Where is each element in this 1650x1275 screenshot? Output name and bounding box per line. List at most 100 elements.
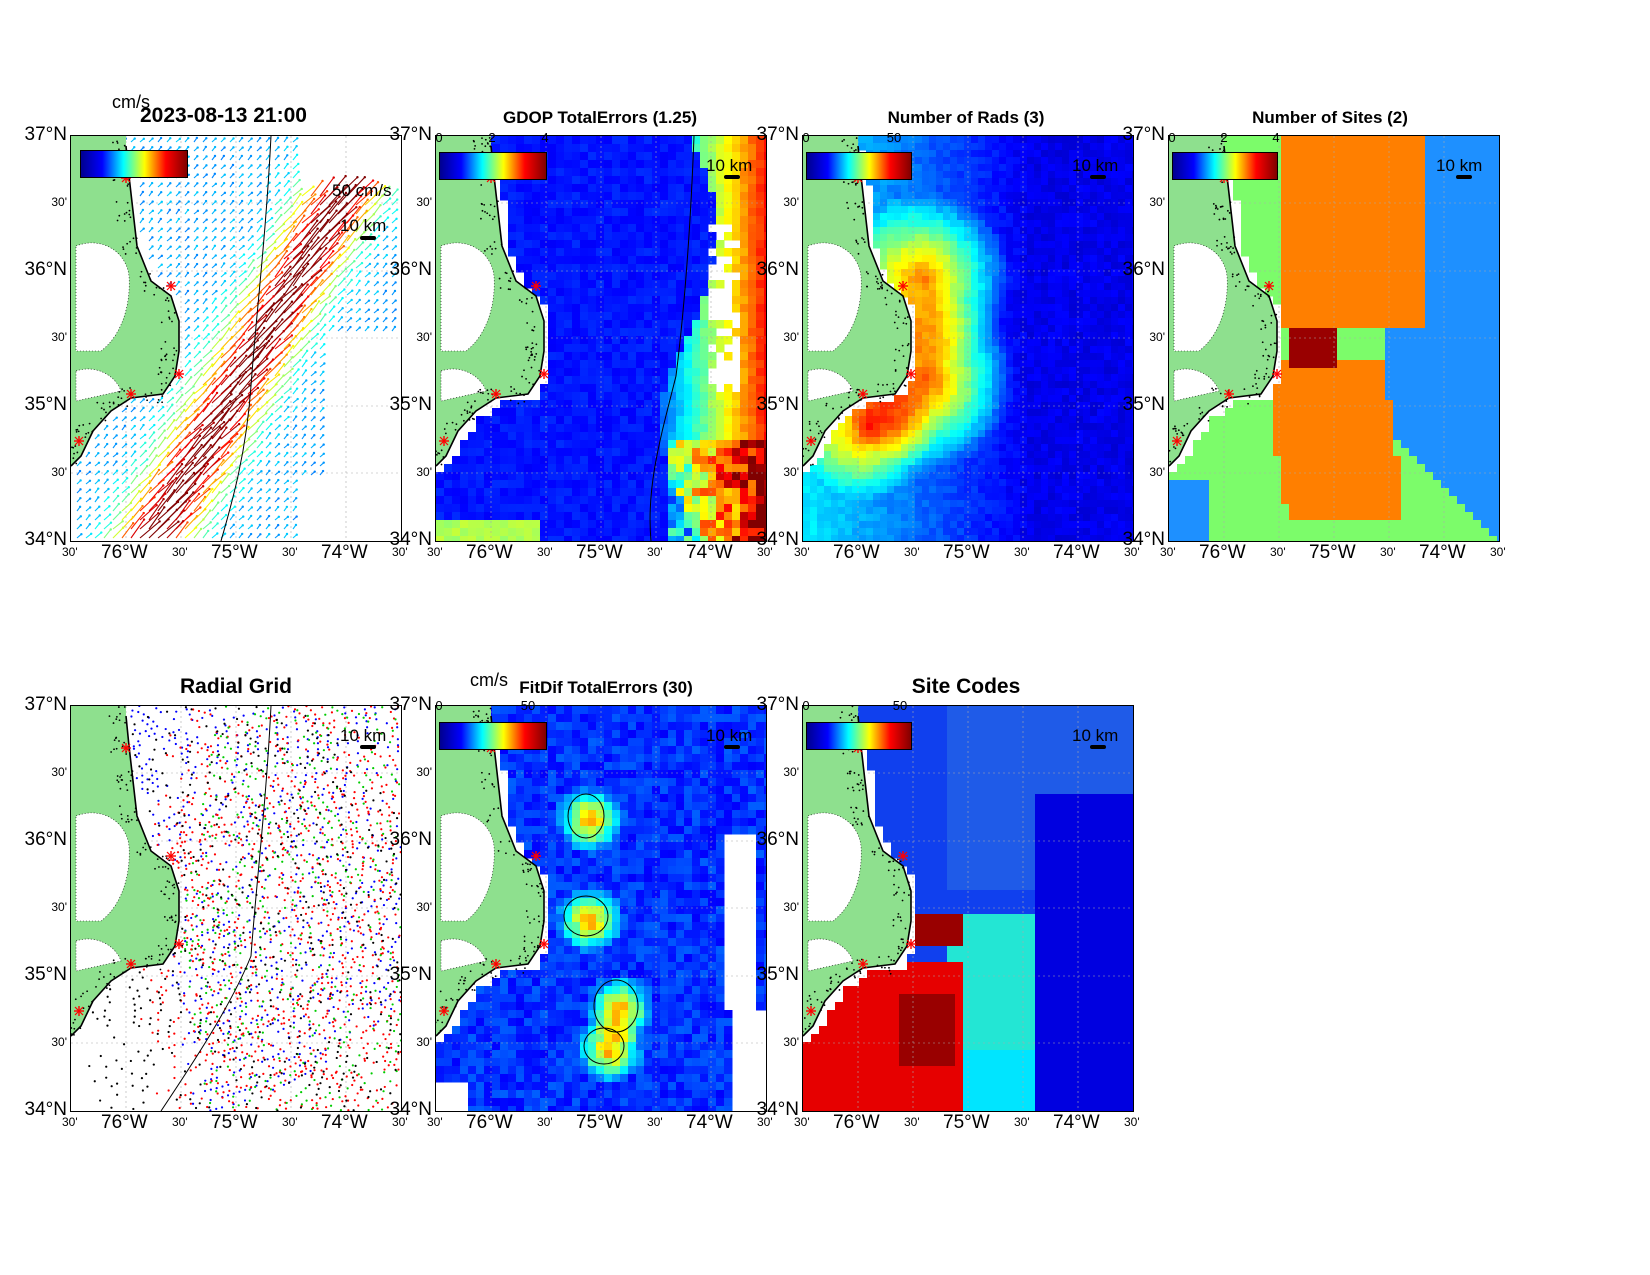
- grid-cell: [588, 536, 597, 541]
- current-vector-head: [124, 451, 128, 455]
- grid-cell: [740, 416, 749, 425]
- grid-cell: [756, 448, 765, 457]
- grid-cell: [1076, 206, 1084, 214]
- current-vector-head: [232, 513, 235, 517]
- grid-cell: [950, 262, 958, 270]
- current-vector: [292, 188, 303, 197]
- grid-cell: [580, 184, 589, 193]
- grid-cell: [548, 512, 557, 521]
- grid-cell: [1069, 164, 1077, 172]
- current-vector-head: [232, 218, 236, 221]
- current-vector: [157, 468, 174, 485]
- grid-cell: [1104, 241, 1112, 249]
- grid-cell: [1027, 178, 1035, 186]
- grid-cell: [620, 184, 629, 193]
- current-vector-head: [367, 317, 371, 321]
- current-vector-head: [167, 451, 170, 454]
- current-vector-head: [142, 518, 146, 521]
- grid-cell: [700, 376, 709, 385]
- grid-cell: [700, 232, 709, 241]
- grid-cell: [604, 168, 613, 177]
- grid-cell: [620, 320, 629, 329]
- grid-cell: [936, 136, 944, 144]
- current-vector-head: [386, 245, 389, 248]
- grid-cell: [684, 472, 693, 481]
- grid-cell: [676, 520, 685, 529]
- grid-cell: [524, 176, 533, 185]
- grid-cell: [748, 360, 757, 369]
- site-marker-icon: [439, 436, 449, 446]
- current-vector: [157, 461, 173, 476]
- grid-cell: [684, 136, 693, 145]
- grid-cell: [1104, 276, 1112, 284]
- grid-cell: [971, 157, 979, 165]
- current-vector-head: [218, 446, 221, 449]
- grid-cell: [764, 168, 766, 177]
- rads-map[interactable]: [802, 135, 1134, 542]
- grid-cell: [1125, 157, 1133, 165]
- grid-cell: [880, 248, 888, 256]
- grid-cell: [580, 416, 589, 425]
- grid-cell: [1132, 269, 1133, 277]
- current-vector-head: [255, 430, 259, 433]
- grid-cell: [1118, 227, 1126, 235]
- grid-cell: [740, 328, 749, 337]
- grid-cell: [1090, 234, 1098, 242]
- current-vector: [148, 479, 164, 494]
- current-vector-head: [232, 137, 235, 140]
- current-vector-head: [242, 400, 246, 403]
- grid-cell: [1097, 178, 1105, 186]
- current-vector-head: [108, 513, 112, 516]
- grid-cell: [1055, 157, 1063, 165]
- current-vector-head: [367, 289, 370, 293]
- grid-cell: [1111, 171, 1119, 179]
- current-vector-head: [196, 173, 199, 176]
- current-vector-head: [124, 416, 127, 419]
- current-vector-head: [274, 393, 277, 397]
- grid-cell: [564, 400, 573, 409]
- grid-cell: [596, 392, 605, 401]
- coast-dot: [160, 321, 163, 324]
- grid-cell: [732, 296, 741, 305]
- grid-cell: [620, 504, 629, 513]
- grid-cell: [748, 248, 757, 257]
- current-vector-head: [125, 477, 129, 480]
- current-vector-head: [160, 182, 163, 185]
- current-vector-head: [205, 307, 209, 310]
- grid-cell: [950, 164, 958, 172]
- grid-cell: [894, 234, 902, 242]
- grid-cell: [516, 456, 525, 465]
- gdop-map[interactable]: [435, 135, 767, 542]
- grid-cell: [548, 352, 557, 361]
- grid-cell: [540, 400, 549, 409]
- grid-cell: [596, 400, 605, 409]
- grid-cell: [556, 280, 565, 289]
- grid-cell: [532, 464, 541, 473]
- grid-cell: [436, 528, 445, 537]
- coast-dot: [87, 431, 90, 434]
- gdop-cbar-tick: 2: [488, 130, 496, 145]
- current-vector-head: [327, 261, 331, 264]
- grid-cell: [1111, 185, 1119, 193]
- current-vector-head: [169, 146, 172, 149]
- grid-cell: [915, 276, 923, 284]
- grid-cell: [1118, 234, 1126, 242]
- grid-cell: [999, 143, 1007, 151]
- coast-dot: [486, 212, 489, 215]
- grid-cell: [1062, 213, 1070, 221]
- grid-cell: [436, 536, 445, 541]
- grid-cell: [628, 184, 637, 193]
- current-vector-head: [224, 513, 228, 517]
- grid-cell: [612, 224, 621, 233]
- coast-dot: [165, 353, 168, 356]
- grid-cell: [1069, 171, 1077, 179]
- grid-cell: [943, 241, 951, 249]
- grid-cell: [999, 276, 1007, 284]
- grid-cell: [985, 220, 993, 228]
- coast-dot: [115, 201, 118, 203]
- current-vector: [139, 496, 155, 512]
- currents-map[interactable]: [70, 135, 402, 542]
- grid-cell: [588, 336, 597, 345]
- current-vector-head: [310, 276, 314, 279]
- grid-cell: [724, 168, 733, 177]
